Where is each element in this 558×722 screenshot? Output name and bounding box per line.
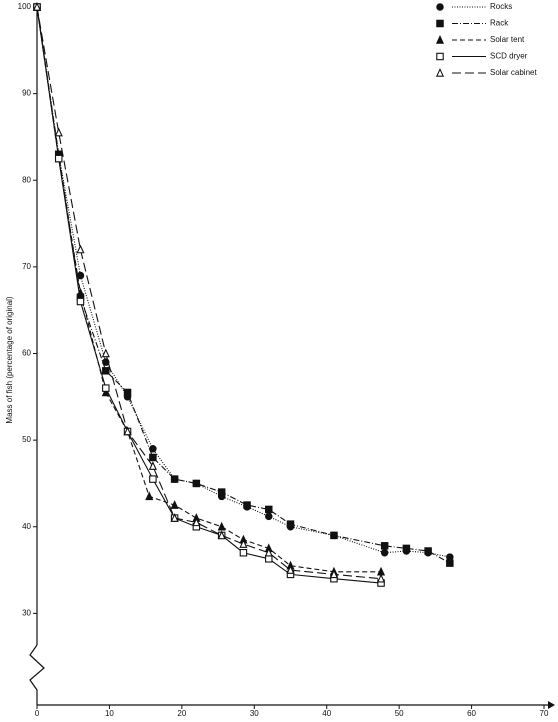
data-point [102,358,110,366]
x-tick-label: 20 [177,709,186,718]
data-point [239,539,248,548]
data-point [264,547,273,557]
axis-break [29,644,45,705]
data-point [192,479,201,488]
series-line [36,6,382,584]
data-point [329,569,339,579]
data-point [170,500,179,509]
x-tick-label: 70 [540,709,549,718]
y-tick-label: 70 [22,262,31,271]
legend-label: Rocks [490,2,512,11]
y-tick-label: 40 [22,522,31,531]
y-axis-label: Mass of fish (percentage of original) [5,296,14,424]
y-tick-label: 60 [22,349,31,358]
data-point [170,513,179,522]
x-axis-arrow [548,701,555,709]
data-point [54,154,63,163]
data-point [286,565,295,574]
series-line [36,6,382,573]
x-tick-label: 30 [250,709,259,718]
data-point [101,348,110,358]
data-point [265,505,273,514]
data-point [192,517,201,527]
data-point [380,548,389,557]
legend-label: Solar tent [490,35,525,44]
y-tick-label: 30 [22,608,31,617]
legend-label: Solar cabinet [490,68,537,77]
data-point [376,573,386,583]
data-point [402,544,411,553]
y-tick-label: 80 [22,175,31,184]
data-point [149,453,157,462]
data-point [123,426,132,436]
legend-marker [435,67,445,77]
data-point [123,388,132,397]
data-point [76,297,85,306]
y-tick-label: 100 [18,2,32,11]
data-point [76,271,85,280]
data-point [54,127,63,137]
series-line [36,6,382,580]
data-point [145,491,154,501]
legend-marker [436,52,444,61]
legend-marker [436,19,444,28]
x-tick-label: 0 [35,709,40,718]
data-point [330,531,338,540]
data-point [217,521,226,531]
data-point [217,488,226,496]
data-point [102,367,110,375]
data-point [239,548,248,557]
data-point [380,542,389,550]
data-point [265,512,273,521]
legend-label: Rack [490,19,509,28]
data-point [286,520,295,528]
data-point [424,547,432,555]
legend-marker [436,3,444,11]
legend-marker [435,34,445,44]
data-point [446,553,454,561]
data-point [265,555,273,563]
series-line [36,6,450,558]
data-point [148,461,157,470]
data-point [32,1,42,11]
data-point [446,559,454,567]
legend-label: SCD dryer [490,52,528,61]
x-tick-label: 60 [467,709,476,718]
y-tick-label: 90 [22,89,31,98]
x-tick-label: 10 [105,709,114,718]
data-point [170,475,179,483]
y-tick-label: 50 [22,435,31,444]
series-line [36,6,451,564]
data-point [76,244,85,254]
data-point [102,384,110,392]
x-tick-label: 40 [322,709,331,718]
data-point [243,501,251,509]
x-tick-label: 50 [395,709,404,718]
data-point [217,530,226,540]
data-point [149,475,157,483]
